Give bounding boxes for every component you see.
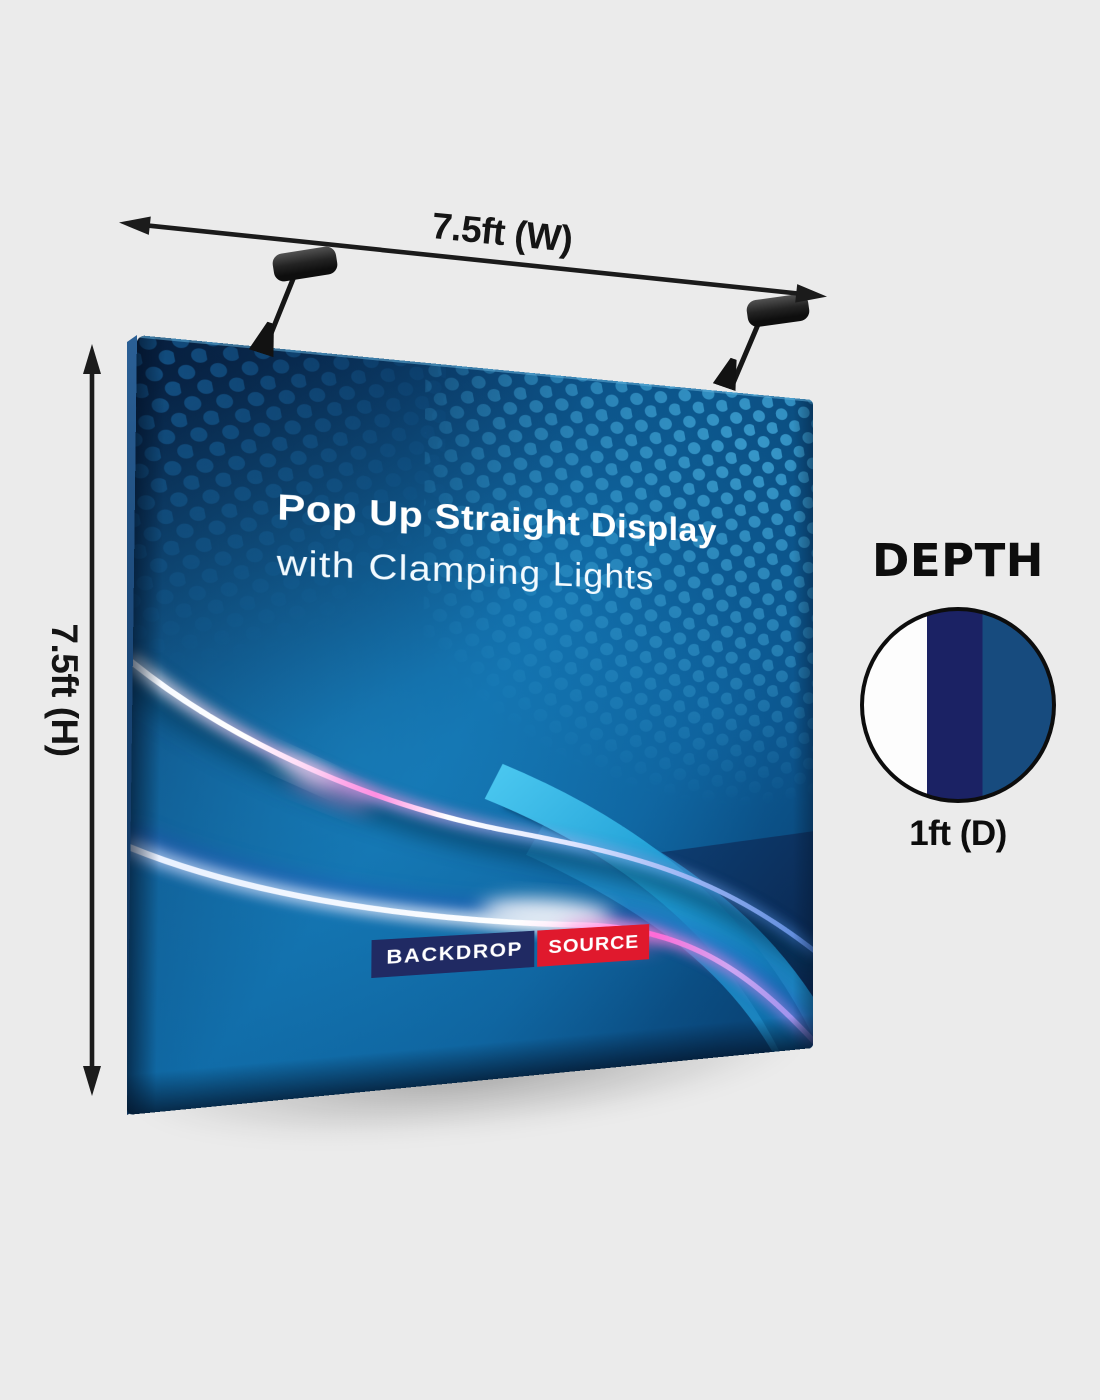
height-dimension-arrow	[83, 344, 101, 1096]
height-arrow-head-top	[83, 344, 101, 374]
banner-artwork	[126, 335, 813, 1115]
clamp-light-left-head-icon	[271, 245, 339, 283]
panel-center-glow	[126, 335, 813, 1115]
popup-display-panel: Pop Up Straight Display with Clamping Li…	[126, 335, 813, 1115]
depth-swatch-circle	[860, 607, 1056, 803]
width-dimension-label: 7.5ft (W)	[429, 205, 575, 260]
height-arrow-head-bottom	[83, 1066, 101, 1096]
panel-bottom-shade	[126, 1013, 813, 1115]
panel-right-shade	[792, 398, 813, 1050]
width-arrow-head-left	[119, 216, 151, 235]
depth-dimension-label: 1ft (D)	[909, 814, 1007, 853]
depth-heading: DEPTH	[872, 534, 1044, 587]
clamp-light-right-head-icon	[745, 292, 811, 329]
panel-left-shade	[126, 335, 166, 1115]
height-dimension-label: 7.5ft (H)	[44, 623, 85, 757]
